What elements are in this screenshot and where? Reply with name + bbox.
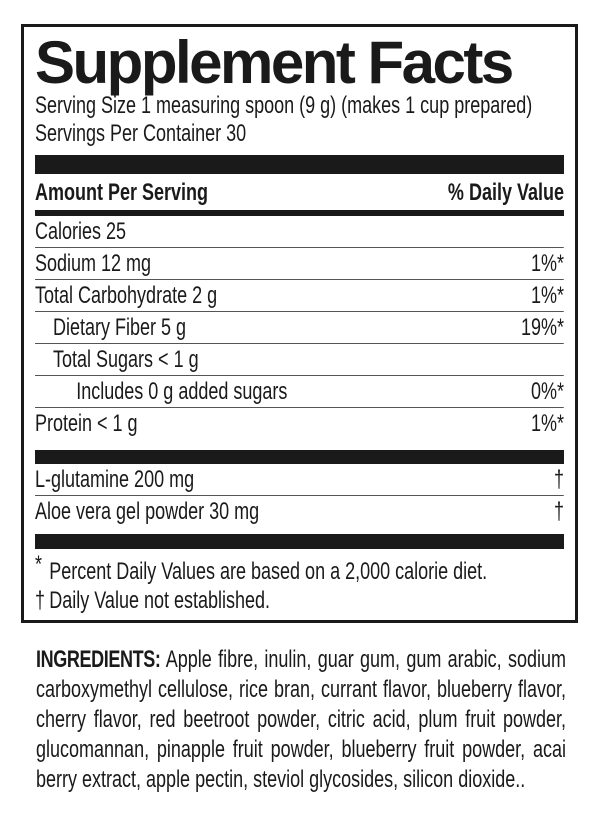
dagger-footnote: † Daily Value not established. [35, 586, 564, 615]
daily-value-footnote: * Percent Daily Values are based on a 2,… [35, 551, 564, 586]
total-sugars-row: Total Sugars < 1 g [35, 344, 564, 376]
nutrient-name: Aloe vera gel powder 30 mg [35, 498, 260, 525]
serving-info-block: Serving Size 1 measuring spoon (9 g) (ma… [35, 92, 564, 148]
column-header-row: Amount Per Serving % Daily Value [35, 174, 564, 210]
footnote-text: Daily Value not established. [49, 587, 271, 614]
nutrient-name: Includes 0 g added sugars [76, 378, 288, 405]
nutrient-daily-value: 1%* [530, 250, 564, 277]
calories-row: Calories 25 [35, 216, 564, 248]
dietary-fiber-row: Dietary Fiber 5 g 19%* [35, 312, 564, 344]
daily-value-header: % Daily Value [447, 179, 564, 206]
nutrient-name: Total Carbohydrate 2 g [35, 282, 218, 309]
medium-divider-bar [35, 210, 564, 216]
nutrient-name: Calories 25 [35, 218, 127, 245]
ingredients-text: Apple fibre, inulin, guar gum, gum arabi… [36, 646, 566, 793]
dagger-symbol: † [553, 498, 564, 525]
nutrient-daily-value: 0%* [530, 378, 564, 405]
nutrient-daily-value: 1%* [530, 410, 564, 437]
nutrient-name: Sodium 12 mg [35, 250, 152, 277]
nutrient-name: L-glutamine 200 mg [35, 466, 195, 493]
nutrient-daily-value: 19%* [520, 314, 564, 341]
thick-divider-bar-bottom [35, 534, 564, 549]
thick-divider-bar-top [35, 155, 564, 174]
nutrient-table: Calories 25 Sodium 12 mg 1%* Total Carbo… [35, 216, 564, 439]
sodium-row: Sodium 12 mg 1%* [35, 248, 564, 280]
total-carbohydrate-row: Total Carbohydrate 2 g 1%* [35, 280, 564, 312]
panel-title: Supplement Facts [35, 29, 514, 96]
protein-row: Protein < 1 g 1%* [35, 408, 564, 439]
nutrient-name: Total Sugars < 1 g [53, 346, 199, 373]
footnote-text: Percent Daily Values are based on a 2,00… [49, 558, 488, 585]
supplement-facts-panel: Supplement Facts Serving Size 1 measurin… [21, 24, 578, 623]
ingredients-section: INGREDIENTS: Apple fibre, inulin, guar gu… [36, 645, 566, 795]
footnotes-block: * Percent Daily Values are based on a 2,… [35, 551, 564, 615]
ingredients-paragraph: INGREDIENTS: Apple fibre, inulin, guar gu… [36, 645, 566, 795]
added-sugars-row: Includes 0 g added sugars 0%* [35, 376, 564, 408]
serving-size-line: Serving Size 1 measuring spoon (9 g) (ma… [35, 92, 533, 119]
l-glutamine-row: L-glutamine 200 mg † [35, 464, 564, 496]
thick-divider-bar-middle [35, 450, 564, 464]
nutrient-daily-value: 1%* [530, 282, 564, 309]
nutrient-name: Dietary Fiber 5 g [53, 314, 187, 341]
amount-per-serving-header: Amount Per Serving [35, 179, 209, 206]
dagger-symbol: † [35, 587, 46, 614]
nutrient-name: Protein < 1 g [35, 410, 138, 437]
dagger-symbol: † [553, 466, 564, 493]
other-ingredients-table: L-glutamine 200 mg † Aloe vera gel powde… [35, 464, 564, 527]
servings-per-container-line: Servings Per Container 30 [35, 120, 247, 147]
ingredients-label: INGREDIENTS: [36, 646, 161, 673]
aloe-vera-row: Aloe vera gel powder 30 mg † [35, 496, 564, 527]
asterisk-symbol: * [35, 551, 43, 578]
